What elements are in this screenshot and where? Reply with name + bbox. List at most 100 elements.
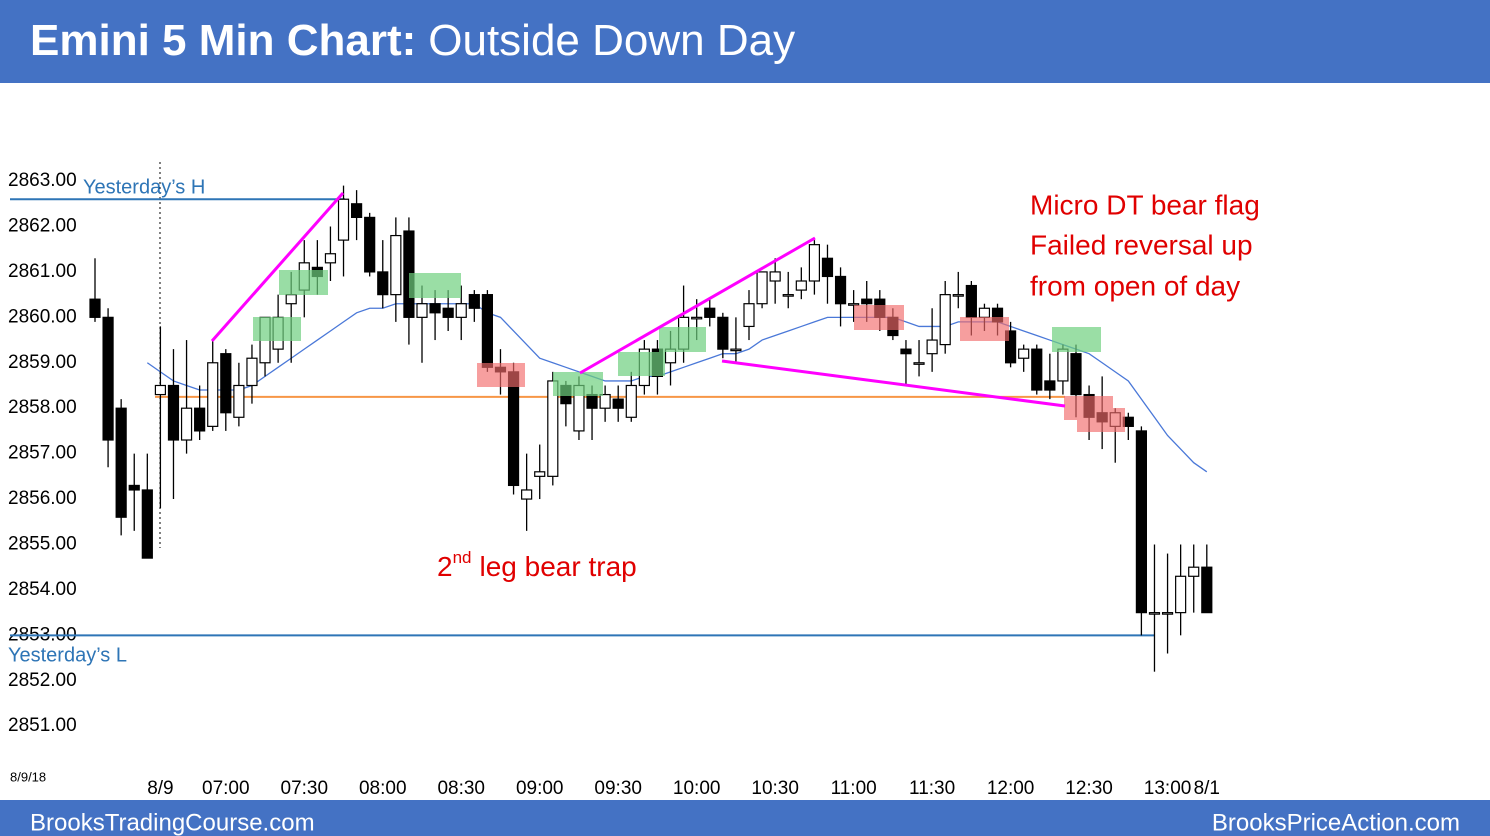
candle-body — [821, 257, 834, 278]
candle — [612, 385, 624, 422]
candle — [756, 271, 768, 309]
x-tick-label: 09:30 — [594, 778, 642, 799]
x-tick-label: 08:00 — [359, 778, 407, 799]
candle — [324, 226, 337, 281]
y-tick-label: 2858.00 — [8, 397, 77, 418]
candle-body — [167, 384, 180, 441]
candle-body — [939, 294, 951, 346]
candle — [1161, 553, 1174, 654]
candle-body — [364, 216, 376, 273]
candle-body — [351, 203, 363, 218]
candle-body — [207, 362, 219, 427]
candle-body — [468, 294, 480, 309]
candle — [900, 340, 912, 386]
candle-body — [586, 393, 598, 409]
footer-right: BrooksPriceAction.com — [1212, 809, 1460, 836]
candle — [337, 185, 350, 277]
candle — [926, 308, 938, 372]
candle-body — [926, 339, 938, 355]
candle-body — [521, 489, 533, 500]
x-tick-label: 11:30 — [909, 778, 955, 799]
candle-body — [233, 384, 245, 418]
candle — [939, 281, 951, 354]
y-tick-label: 2859.00 — [8, 352, 77, 373]
candle-body — [625, 384, 637, 418]
x-tick-label: 09:00 — [516, 778, 564, 799]
candle — [743, 290, 755, 341]
y-tick-label: 2852.00 — [8, 670, 77, 691]
candle-body — [1175, 575, 1187, 614]
signal-box — [960, 317, 1009, 341]
header-bar — [0, 0, 1490, 83]
y-tick-label: 2861.00 — [8, 261, 77, 282]
candle-body — [324, 253, 337, 264]
title-rest: Outside Down Day — [428, 16, 795, 65]
candle — [769, 258, 781, 304]
annotation: from open of day — [1030, 270, 1240, 301]
candle-body — [717, 316, 729, 350]
candle — [625, 371, 637, 422]
candle-body — [1148, 612, 1161, 615]
signal-box — [553, 372, 603, 396]
candle — [848, 290, 860, 322]
candle — [521, 453, 533, 531]
candle-body — [442, 307, 454, 318]
candle-body — [1161, 612, 1174, 615]
candle-body — [1057, 348, 1069, 382]
candle-body — [952, 294, 964, 297]
candle-body — [782, 294, 794, 297]
candle — [1175, 544, 1187, 636]
y-tick-label: 2851.00 — [8, 715, 77, 736]
candle — [730, 317, 742, 363]
candle-body — [180, 407, 193, 441]
candle — [207, 340, 219, 431]
candle — [821, 244, 834, 304]
signal-box — [854, 305, 904, 330]
candle-body — [416, 303, 428, 318]
ordinal: 2 — [437, 551, 453, 582]
signal-box — [253, 317, 301, 341]
candle-body — [730, 348, 742, 352]
candle — [429, 290, 441, 341]
ordinal-suffix: nd — [453, 548, 472, 567]
signal-box — [1052, 327, 1101, 352]
candle — [704, 299, 716, 327]
candle-body — [756, 271, 768, 305]
chart-title: Emini 5 Min Chart: Outside Down Day — [30, 16, 795, 65]
candle — [1135, 426, 1148, 636]
signal-box — [409, 273, 461, 298]
candle-body — [547, 380, 559, 477]
candle — [220, 349, 232, 431]
y-tick-label: 2854.00 — [8, 579, 77, 600]
y-tick-label: 2860.00 — [8, 306, 77, 327]
signal-box — [659, 327, 706, 352]
candle — [1188, 544, 1200, 613]
y-tick-label: 2856.00 — [8, 488, 77, 509]
candle-body — [599, 393, 611, 409]
candle — [377, 240, 389, 309]
candle-body — [1004, 330, 1017, 364]
candle — [167, 349, 180, 500]
level-label: Yesterday’s H — [83, 177, 205, 199]
candle — [128, 453, 140, 531]
candle — [1018, 344, 1030, 372]
candle — [1004, 321, 1017, 368]
x-tick-label: 12:00 — [987, 778, 1035, 799]
trend-line — [210, 192, 345, 342]
candle-body — [612, 398, 624, 409]
signal-box — [477, 363, 525, 387]
candle — [795, 267, 807, 300]
x-tick-label: 07:30 — [281, 778, 329, 799]
trend-line — [579, 236, 816, 375]
candle — [416, 285, 428, 363]
sell-signals — [477, 305, 1125, 432]
candle-body — [337, 198, 350, 241]
candle-body — [1070, 353, 1082, 396]
candle-body — [1018, 348, 1030, 359]
x-tick-label: 11:00 — [831, 778, 877, 799]
candle — [468, 290, 480, 322]
candle-body — [220, 353, 232, 414]
candle — [115, 399, 127, 536]
